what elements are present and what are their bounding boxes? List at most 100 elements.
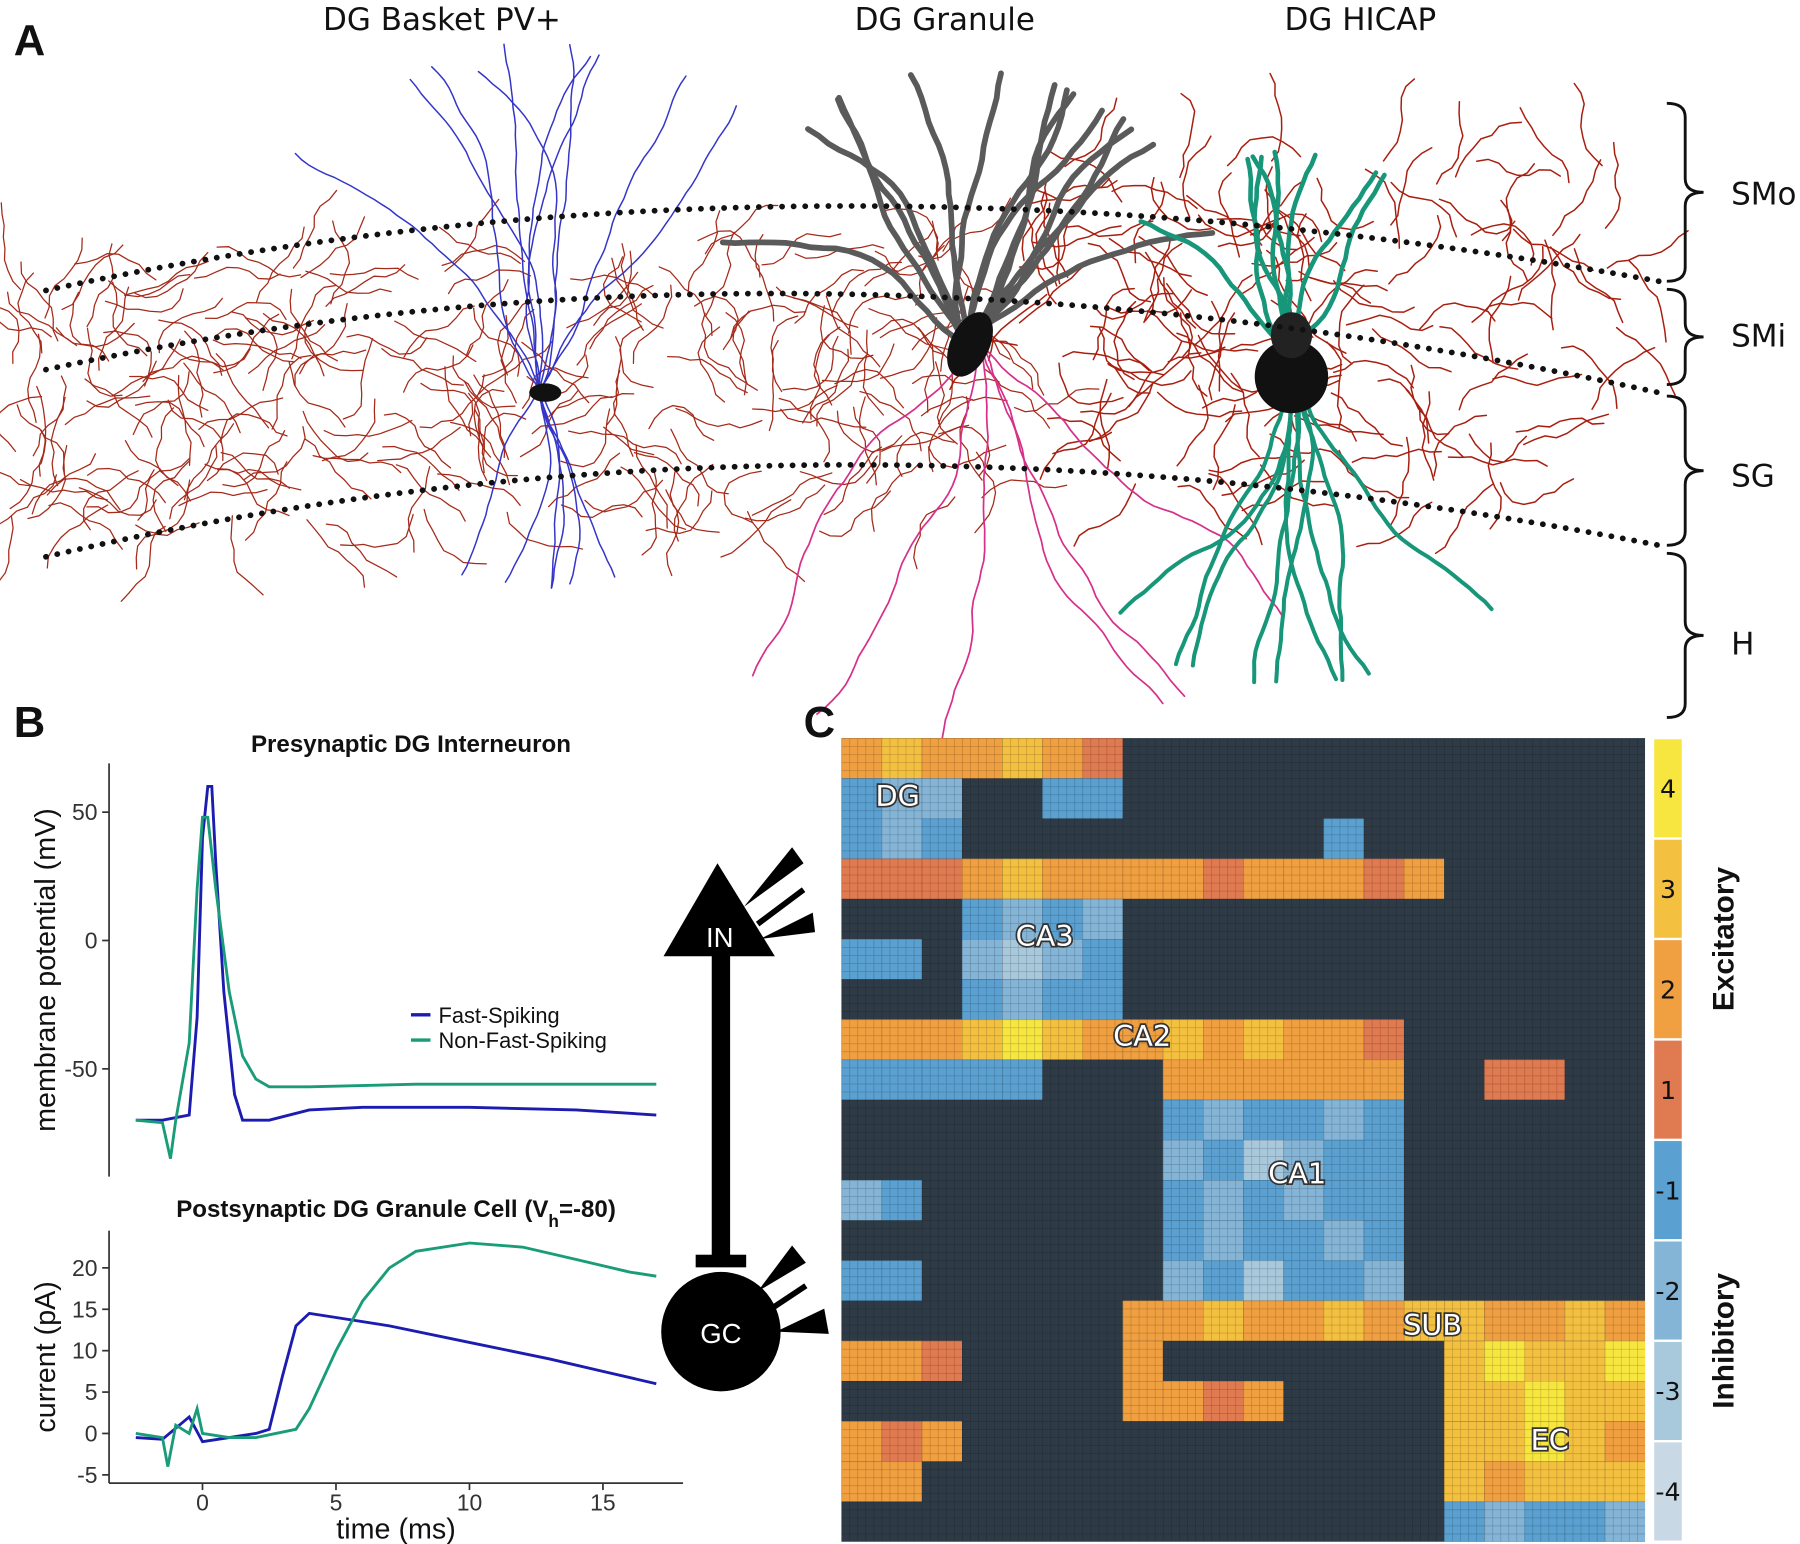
axon: [16, 404, 66, 476]
y-tick-label: 0: [85, 1421, 98, 1447]
axon: [816, 343, 983, 715]
axon: [1454, 121, 1523, 178]
colorbar-label: 4: [1660, 775, 1676, 804]
axon: [635, 444, 668, 529]
axon: [1062, 350, 1150, 372]
dendrite: [1289, 376, 1346, 682]
colorbar-label: 2: [1660, 975, 1676, 1004]
axon: [155, 407, 179, 487]
axon: [104, 288, 184, 313]
axon: [129, 375, 209, 412]
axon: [78, 487, 157, 516]
axon: [1308, 269, 1378, 324]
axon: [0, 471, 31, 487]
axon: [44, 237, 83, 319]
y-tick-label: 20: [72, 1255, 98, 1281]
axon: [881, 424, 970, 452]
axon: [74, 252, 157, 281]
axon: [394, 320, 477, 363]
axon: [1052, 392, 1112, 455]
synapse: [695, 1254, 747, 1268]
layer-label: H: [1731, 626, 1754, 662]
axon: [693, 295, 739, 351]
axon: [547, 452, 621, 508]
y-axis-label: current (pA): [30, 1281, 62, 1432]
axon: [980, 343, 1164, 705]
axon: [381, 348, 464, 386]
axon: [1351, 448, 1443, 463]
axon: [825, 295, 881, 368]
axon: [913, 496, 956, 570]
axon: [212, 339, 302, 360]
axon: [1390, 181, 1458, 238]
dendrite: [525, 55, 592, 392]
axon: [852, 406, 881, 484]
axon: [158, 297, 223, 354]
dendrite: [1138, 219, 1294, 359]
axon: [896, 431, 955, 478]
x-tick-label: 5: [330, 1490, 343, 1516]
axon: [329, 267, 419, 280]
region-label: CA1: [1268, 1157, 1326, 1191]
axon: [1573, 248, 1624, 324]
axon: [325, 264, 406, 307]
colorbar-label: -4: [1655, 1478, 1680, 1507]
brace: [1666, 101, 1704, 283]
axon: [1389, 436, 1410, 527]
axon: [744, 484, 826, 522]
axon: [1073, 483, 1137, 547]
axon: [1179, 312, 1208, 397]
axon: [802, 348, 850, 424]
axon: [768, 339, 779, 432]
axon: [204, 463, 291, 489]
axon: [560, 504, 643, 519]
layer-boundary: [43, 461, 1662, 560]
dendrite: [504, 389, 552, 583]
axon: [444, 198, 500, 272]
cell-name: DG Basket PV+: [323, 2, 561, 38]
axon: [120, 525, 166, 602]
axon: [1269, 72, 1283, 162]
axon: [9, 429, 47, 510]
layer-label: SG: [1731, 459, 1775, 495]
soma: [1270, 312, 1313, 359]
axon: [872, 318, 946, 356]
axon: [402, 344, 474, 393]
axon: [134, 251, 209, 299]
panel-label: B: [14, 699, 46, 747]
axon: [984, 368, 1051, 429]
colorbar-group: Excitatory: [1707, 867, 1740, 1012]
dendrite: [431, 66, 541, 392]
y-tick-label: 10: [72, 1338, 98, 1364]
axon: [770, 315, 799, 393]
axon: [27, 445, 68, 520]
title-part: Postsynaptic DG Granule Cell (V: [176, 1196, 548, 1223]
axon: [262, 312, 325, 377]
x-tick-label: 10: [457, 1490, 483, 1516]
axon: [323, 419, 413, 437]
y-axis-label: membrane potential (mV): [30, 808, 62, 1132]
axon: [383, 412, 452, 469]
axon: [1088, 381, 1154, 443]
axon: [1163, 276, 1194, 358]
axon: [0, 321, 52, 338]
axon: [620, 243, 644, 331]
legend-label: Fast-Spiking: [439, 1003, 560, 1028]
axon: [780, 408, 867, 428]
axon: [548, 393, 635, 418]
axon: [304, 438, 372, 500]
dendrite: [1245, 156, 1294, 359]
axon: [1266, 249, 1310, 329]
axon: [55, 322, 135, 348]
axon: [183, 423, 235, 501]
layer-label: SMo: [1731, 176, 1796, 212]
axon: [1519, 107, 1570, 184]
axon: [302, 410, 369, 463]
axon: [255, 226, 305, 304]
axon: [1039, 431, 1113, 480]
heatmap-grid: [841, 738, 1646, 1542]
data-line: [135, 1311, 657, 1444]
axon: [213, 313, 280, 374]
colorbar-label: 1: [1660, 1076, 1676, 1105]
